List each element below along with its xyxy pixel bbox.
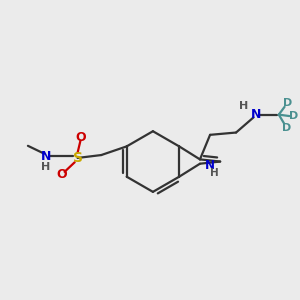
Text: N: N	[250, 108, 261, 121]
Text: N: N	[41, 150, 52, 163]
Text: H: H	[239, 101, 248, 111]
Text: S: S	[73, 151, 82, 165]
Text: D: D	[282, 123, 292, 133]
Text: D: D	[289, 111, 298, 121]
Text: O: O	[75, 131, 86, 144]
Text: N: N	[205, 159, 215, 172]
Text: H: H	[41, 163, 50, 172]
Text: O: O	[56, 168, 67, 181]
Text: D: D	[284, 98, 293, 107]
Text: H: H	[210, 168, 219, 178]
